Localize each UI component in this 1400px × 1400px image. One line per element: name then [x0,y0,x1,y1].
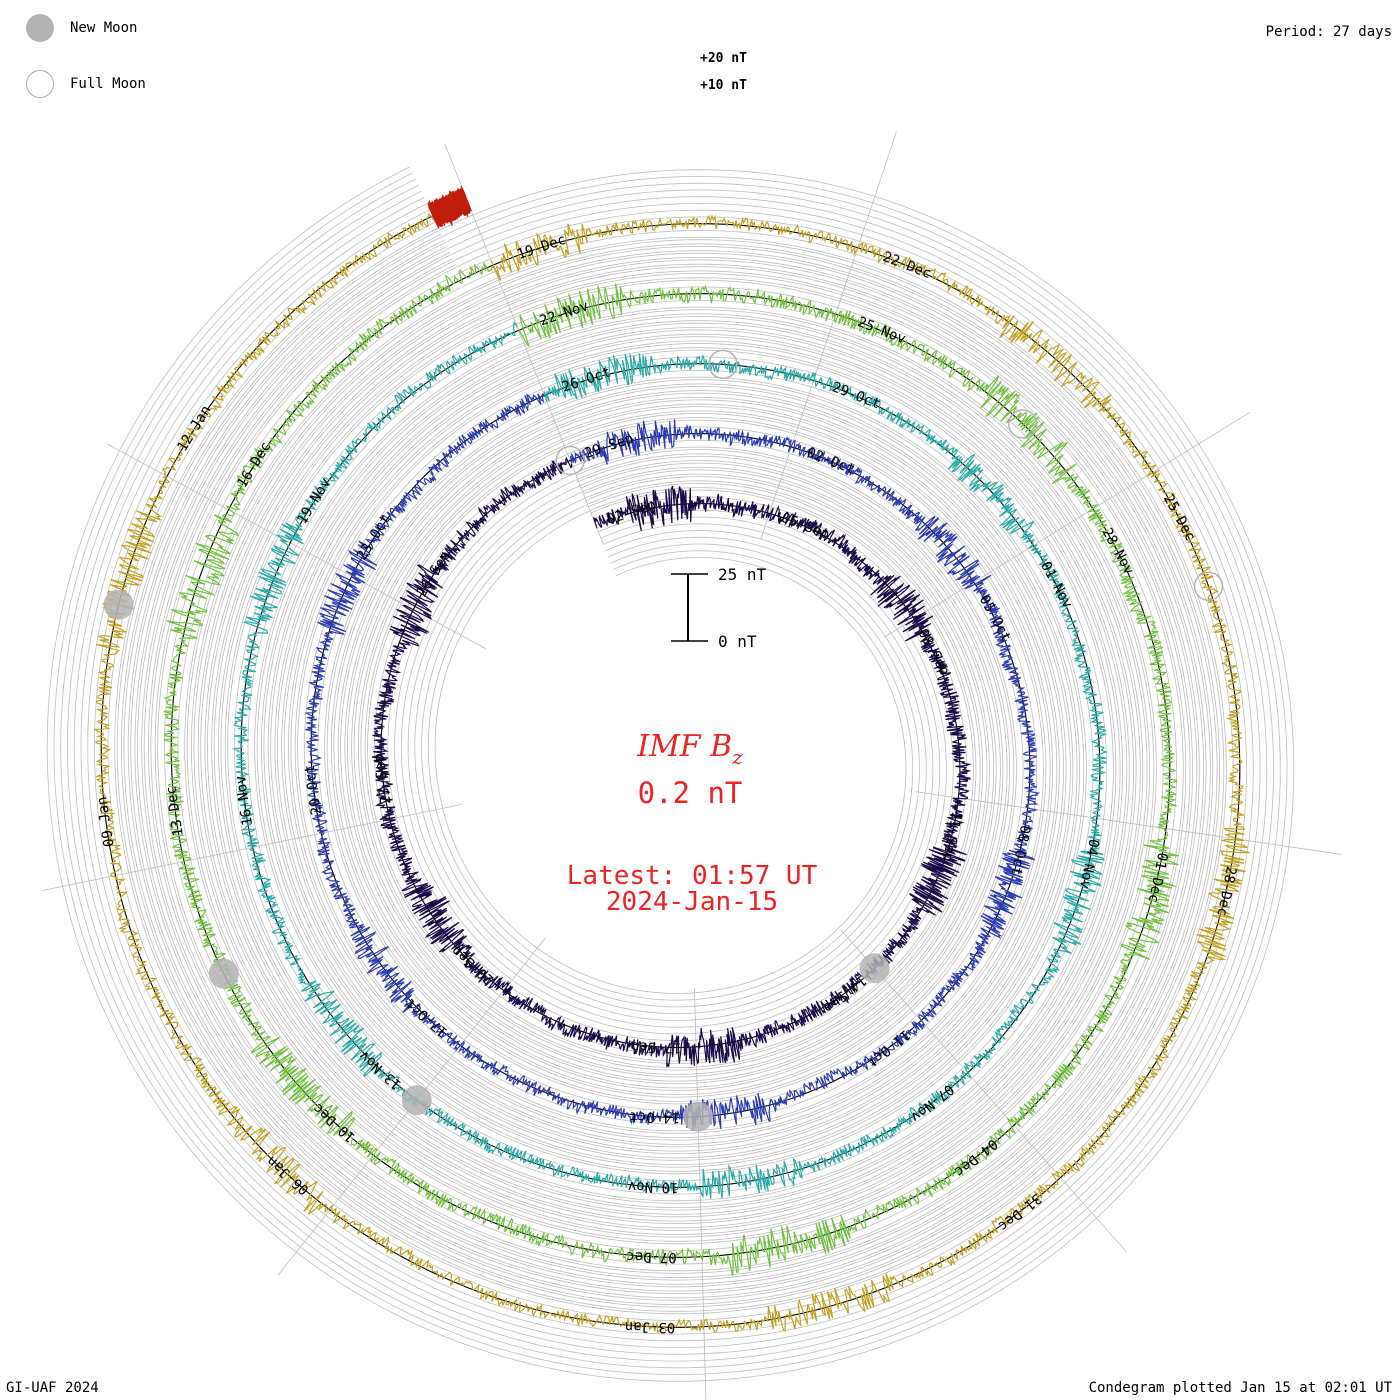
date-label: 17-Sep [631,1038,682,1055]
date-label: 16-Dec [234,439,274,491]
date-label: 20-Oct [302,764,325,816]
grid-spiral [87,203,1254,1342]
series-group [93,185,1250,1334]
scale-bar-bottom-label: 0 nT [718,632,757,651]
latest-time: Latest: 01:57 UT [567,861,818,891]
series-line-5 [93,213,1250,1334]
grid-spiral [60,178,1281,1369]
series-line-2 [304,392,1041,1132]
legend-full-moon-label: Full Moon [70,76,146,92]
grid-spiral [147,258,1194,1281]
grid-spiral [80,197,1261,1349]
grid-spiral [141,252,1200,1288]
grid-spiral [114,227,1227,1315]
new-moon-icon [26,14,54,42]
date-label: 07-Dec [626,1248,677,1265]
date-label: 23-Sep [371,753,394,805]
radial-spoke [883,411,1251,638]
series-line-1 [371,456,972,1067]
full-moon-icon [26,70,54,98]
date-label: 25-Nov [855,314,908,347]
date-label: 14-Oct [629,1108,680,1125]
grid-spiral [46,166,1295,1382]
outer-scale-labels: +20 nT +10 nT [700,51,747,93]
date-label: 03-Jan [625,1318,676,1335]
credit-label: GI-UAF 2024 [6,1380,99,1396]
grid-spiral [67,184,1275,1362]
spiral-grid [46,166,1295,1382]
chart-title-subscript: z [731,745,743,769]
date-label: 20-Sep [449,942,498,987]
date-label: 02-Oct [804,445,857,478]
full-moon-marker [708,349,738,380]
center-readout: IMF Bz 0.2 nT Latest: 01:57 UT 2024-Jan-… [567,729,818,917]
legend-full-moon: Full Moon [26,70,146,98]
radial-spoke [760,131,897,540]
scale-bar: 25 nT 0 nT [671,565,767,651]
grid-spiral [53,172,1288,1376]
radial-spoke [840,929,1127,1252]
legend-new-moon-label: New Moon [70,20,138,36]
date-label: 22-Dec [880,249,933,282]
grid-spiral [120,233,1221,1308]
new-moon-marker [208,958,239,989]
legend-new-moon: New Moon [26,14,137,42]
scale-bar-top-label: 25 nT [718,565,767,584]
full-moon-marker [1008,409,1038,439]
series-line-4 [163,262,1180,1277]
date-label: 09-Jan [94,795,117,847]
radial-spoke [444,144,604,545]
latest-date: 2024-Jan-15 [606,887,778,917]
date-label: 10-Nov [628,1178,679,1195]
moon-markers [103,349,1224,1132]
date-label: 12-Jan [175,403,215,455]
grid-spiral [73,190,1268,1355]
chart-title-main: IMF B [636,729,732,764]
full-moon-marker [1193,571,1224,601]
series-line-6 [427,185,472,229]
outer-scale-label-20: +20 nT [700,51,747,66]
new-moon-marker [103,589,134,620]
new-moon-marker [859,953,890,984]
date-label: 23-Oct [354,512,394,564]
date-label: 29-Oct [830,379,883,412]
new-moon-marker [683,1101,713,1132]
grid-spiral [154,264,1187,1274]
grid-spiral [134,245,1207,1295]
date-label: 19-Nov [294,476,334,528]
radial-spoke [915,791,1341,855]
new-moon-marker [401,1085,432,1116]
plotted-label: Condegram plotted Jan 15 at 02:01 UT [1088,1380,1392,1396]
series-line-3 [231,321,1109,1199]
full-moon-marker [555,445,585,476]
outer-scale-label-10: +10 nT [700,78,747,93]
date-label: 13-Dec [163,785,186,837]
grid-spiral [127,239,1214,1301]
date-label: 16-Nov [233,774,256,826]
date-label: 05-Sep [779,510,832,543]
period-label: Period: 27 days [1265,24,1392,40]
chart-title: IMF Bz [636,729,743,769]
current-value: 0.2 nT [638,776,743,810]
